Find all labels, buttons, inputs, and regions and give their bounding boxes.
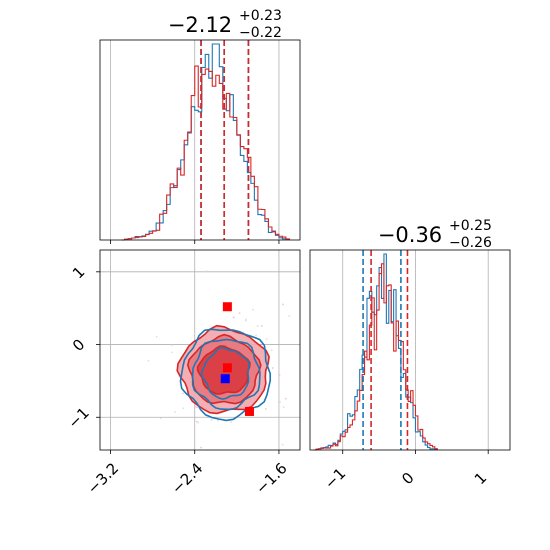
p3-xtick-label-2: 1 bbox=[471, 469, 490, 488]
title-1-median: −2.12 bbox=[168, 13, 232, 37]
title-3-median: −0.36 bbox=[378, 223, 442, 247]
p2-sample-point bbox=[288, 315, 291, 317]
panel-bottom-right-histograms bbox=[313, 253, 438, 451]
p3-xtick-label-1: 0 bbox=[398, 469, 417, 488]
panel-bottom-left-frame bbox=[99, 249, 301, 451]
p2-sample-point bbox=[159, 417, 162, 420]
p2-sample-point bbox=[245, 319, 247, 322]
p2-ytick-label-1: 0 bbox=[69, 336, 88, 355]
panel-top-left: −2.12 +0.23 −0.22 bbox=[99, 8, 301, 244]
panel-top-left-frame bbox=[99, 39, 301, 241]
p1-hist-series-1 bbox=[121, 65, 291, 241]
p2-sample-point bbox=[174, 410, 177, 413]
p2-sample-point bbox=[232, 316, 235, 319]
p2-sample-point bbox=[197, 421, 200, 424]
panel-bottom-left-contours bbox=[176, 324, 271, 422]
p2-sample-point bbox=[193, 332, 196, 335]
p2-sample-point bbox=[256, 325, 259, 327]
title-3-minus: −0.26 bbox=[449, 235, 492, 251]
panel-bottom-right-grid bbox=[342, 250, 489, 450]
p2-sample-point bbox=[196, 406, 198, 409]
panel-bottom-left-markers bbox=[220, 302, 254, 416]
panel-top-left-title: −2.12 bbox=[168, 13, 232, 37]
p2-sample-point bbox=[282, 406, 285, 409]
panel-top-left-histograms bbox=[121, 43, 291, 241]
p2-xtick-label-1: −2.4 bbox=[168, 459, 206, 497]
p1-hist-series-0 bbox=[121, 43, 291, 241]
p3-hist-series-0 bbox=[313, 253, 438, 451]
p2-sample-point bbox=[264, 407, 267, 410]
p2-sample-point bbox=[182, 407, 185, 410]
p2-sample-point bbox=[265, 338, 268, 340]
panel-bottom-right-ticks: −1 0 1 bbox=[321, 450, 490, 493]
p2-contour-blue-1 bbox=[191, 338, 261, 411]
p2-sample-point bbox=[260, 325, 263, 327]
panel-bottom-right-quantile-lines bbox=[362, 250, 409, 450]
p2-sample-point bbox=[252, 308, 254, 311]
p2-sample-point bbox=[182, 392, 184, 395]
title-3-plus: +0.25 bbox=[449, 218, 492, 234]
p2-sample-point bbox=[255, 334, 257, 337]
p2-ytick-label-0: 1 bbox=[69, 263, 88, 282]
panel-bottom-right-frame bbox=[309, 249, 511, 451]
p2-sample-point bbox=[281, 443, 284, 446]
p2-sample-point bbox=[217, 419, 219, 422]
p2-marker-3 bbox=[244, 406, 254, 416]
p2-sample-point bbox=[284, 397, 287, 400]
panel-bottom-right-title: −0.36 bbox=[378, 223, 442, 247]
p2-contour-blue-2 bbox=[200, 346, 251, 400]
p2-sample-point bbox=[271, 367, 274, 369]
panel-top-left-quantile-lines bbox=[200, 40, 250, 240]
p2-sample-point bbox=[205, 270, 208, 273]
title-1-minus: −0.22 bbox=[239, 25, 282, 41]
p2-sample-point bbox=[171, 344, 174, 347]
p3-xtick-label-0: −1 bbox=[321, 464, 349, 492]
p2-sample-point bbox=[171, 351, 174, 354]
p2-sample-point bbox=[238, 312, 241, 315]
p2-ytick-label-2: −1 bbox=[65, 404, 93, 432]
p2-sample-point bbox=[147, 359, 150, 362]
p2-sample-point bbox=[245, 318, 247, 321]
panel-bottom-left: −3.2 −2.4 −1.6 1 0 −1 bbox=[65, 249, 301, 498]
p2-sample-point bbox=[194, 405, 197, 408]
p2-sample-point bbox=[155, 335, 158, 338]
p2-sample-point bbox=[230, 421, 233, 424]
p3-hist-series-1 bbox=[313, 263, 438, 451]
panel-bottom-right: −1 0 1 −0.36 +0.25 −0.26 bbox=[309, 218, 511, 493]
p2-marker-2 bbox=[220, 374, 230, 384]
p2-marker-1 bbox=[222, 363, 232, 373]
p2-sample-point bbox=[270, 349, 273, 352]
panel-top-left-ticks bbox=[110, 240, 280, 244]
p2-sample-point bbox=[282, 303, 284, 306]
p2-marker-0 bbox=[222, 302, 232, 312]
p2-sample-point bbox=[200, 446, 202, 449]
title-1-plus: +0.23 bbox=[239, 8, 282, 24]
p2-xtick-label-0: −3.2 bbox=[84, 459, 122, 497]
p2-xtick-label-2: −1.6 bbox=[252, 459, 290, 497]
p2-sample-point bbox=[279, 401, 281, 403]
p2-sample-point bbox=[278, 374, 281, 376]
p2-sample-point bbox=[210, 418, 213, 421]
p2-sample-point bbox=[195, 420, 198, 423]
